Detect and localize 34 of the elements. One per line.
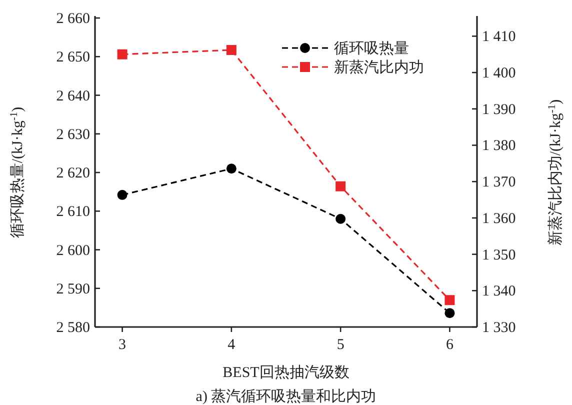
- y-tick-label: 2 640: [56, 88, 90, 104]
- y-tick-label: 2 630: [56, 126, 90, 143]
- point: [336, 214, 346, 224]
- point: [336, 181, 346, 192]
- y2-tick-label: 1 330: [482, 320, 516, 336]
- y2-tick-label: 1 360: [482, 210, 516, 227]
- point: [444, 295, 455, 306]
- y-tick-label: 2 660: [56, 11, 90, 27]
- legend-label: 新蒸汽比内功: [334, 59, 424, 76]
- legend-label: 循环吸热量: [334, 41, 409, 57]
- point: [226, 164, 236, 174]
- x-tick-label: 4: [228, 337, 236, 353]
- y-tick-label: 2 650: [56, 50, 90, 66]
- y2-tick-label: 1 410: [482, 29, 516, 46]
- y2-tick-label: 1 340: [482, 284, 516, 300]
- y2-tick-label: 1 390: [482, 102, 516, 118]
- y2-tick-label: 1 400: [482, 66, 516, 82]
- y2-tick-label: 1 370: [482, 174, 516, 191]
- text: a) 蒸汽循环吸热量和比内功: [196, 388, 376, 405]
- y2-tick-label: 1 380: [482, 138, 516, 154]
- x-tick-label: 6: [446, 337, 454, 353]
- point: [226, 44, 236, 55]
- y2-tick-label: 1 350: [482, 247, 516, 264]
- point: [117, 190, 128, 200]
- point: [117, 49, 128, 60]
- y-tick-label: 2 580: [56, 320, 90, 336]
- y-tick-label: 2 600: [56, 242, 90, 259]
- x-axis-title: BEST回热抽汽级数: [222, 364, 350, 381]
- y-tick-label: 2 590: [56, 281, 90, 298]
- y-tick-label: 2 620: [56, 166, 90, 182]
- x-tick-label: 5: [336, 337, 344, 353]
- y-tick-label: 2 610: [56, 204, 90, 220]
- point: [444, 308, 455, 318]
- x-tick-label: 3: [118, 337, 126, 353]
